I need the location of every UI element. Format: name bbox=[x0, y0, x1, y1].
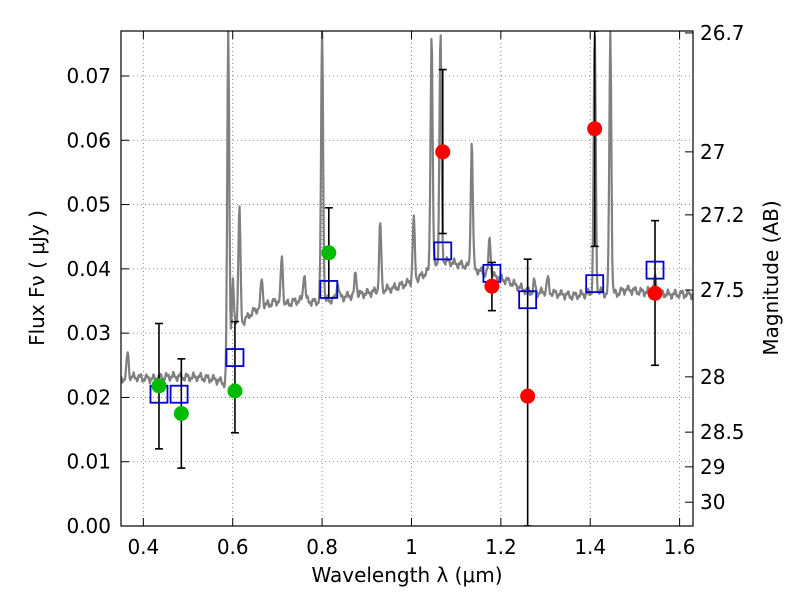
x-tick-label: 1.4 bbox=[574, 535, 606, 559]
observed-data-point bbox=[647, 285, 663, 301]
model-photometry-square bbox=[433, 241, 453, 261]
x-tick-label: 0.8 bbox=[306, 535, 338, 559]
model-photometry-square bbox=[585, 274, 605, 294]
observed-data-point bbox=[435, 144, 451, 160]
x-tick-label: 1.6 bbox=[664, 535, 696, 559]
y-tick-label: 0.07 bbox=[66, 64, 111, 88]
y-tick-label: 0.00 bbox=[66, 514, 111, 538]
x-tick-label: 0.4 bbox=[127, 535, 159, 559]
y-tick-label: 0.02 bbox=[66, 385, 111, 409]
y-tick-label: 0.06 bbox=[66, 128, 111, 152]
observed-data-point bbox=[520, 388, 536, 404]
spectrum-line bbox=[121, 31, 693, 389]
y2-tick-label: 29 bbox=[700, 455, 725, 479]
observed-data-point bbox=[227, 383, 243, 399]
observed-data-point bbox=[587, 121, 603, 137]
model-photometry-square bbox=[518, 290, 538, 310]
y2-tick-label: 27.2 bbox=[700, 203, 745, 227]
y2-tick-label: 27.5 bbox=[700, 278, 745, 302]
model-photometry-square bbox=[225, 348, 245, 367]
y2-tick-label: 28.5 bbox=[700, 420, 745, 444]
observed-data-point bbox=[321, 245, 337, 261]
y2-axis-label: Magnitude (AB) bbox=[759, 200, 783, 355]
y-tick-label: 0.04 bbox=[66, 257, 111, 281]
x-tick-label: 1 bbox=[405, 535, 418, 559]
y-tick-label: 0.01 bbox=[66, 450, 111, 474]
y2-tick-label: 28 bbox=[700, 365, 725, 389]
plot-frame bbox=[120, 30, 694, 527]
y-tick-label: 0.05 bbox=[66, 193, 111, 217]
x-tick-label: 0.6 bbox=[217, 535, 249, 559]
observed-data-point bbox=[484, 278, 500, 294]
x-axis-label: Wavelength λ (μm) bbox=[311, 563, 502, 587]
y2-tick-label: 30 bbox=[700, 490, 725, 514]
y2-tick-label: 26.7 bbox=[700, 21, 745, 45]
y-tick-label: 0.03 bbox=[66, 321, 111, 345]
model-photometry-square bbox=[319, 280, 339, 299]
y-axis-label: Flux Fν ( μJy ) bbox=[25, 210, 49, 346]
model-photometry-square bbox=[169, 384, 189, 404]
model-photometry-square bbox=[645, 260, 665, 280]
markers bbox=[149, 121, 665, 421]
y2-tick-label: 27 bbox=[700, 140, 725, 164]
x-tick-label: 1.2 bbox=[485, 535, 517, 559]
observed-data-point bbox=[151, 378, 167, 394]
ticks: 0.4 0.6 0.8 1 1.2 1.4 1.6 0.00 0.01 0.02 0.03 0.04 0… bbox=[66, 21, 744, 559]
observed-data-point bbox=[173, 406, 189, 421]
